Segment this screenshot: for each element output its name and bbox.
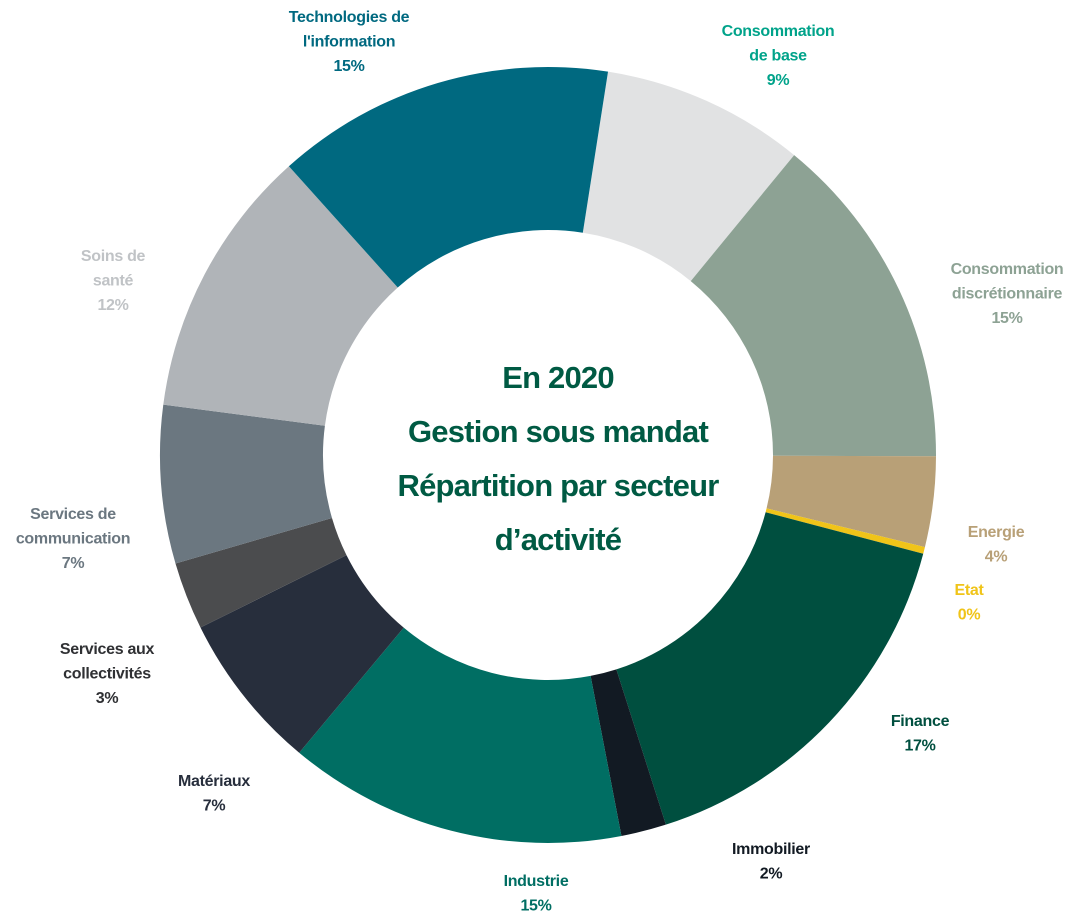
slice-label: Soins de <box>81 248 146 265</box>
chart-title: Répartition par secteur <box>398 468 720 503</box>
value-label: 7% <box>62 555 85 572</box>
slice-label: Industrie <box>504 873 569 890</box>
donut-slice <box>590 669 666 836</box>
value-label: 12% <box>97 297 128 314</box>
donut-slice <box>200 555 404 753</box>
donut-slice <box>690 155 937 457</box>
donut-slice <box>299 627 622 843</box>
slice-label: Immobilier <box>732 841 810 858</box>
donut-slice <box>288 66 609 288</box>
donut-slice <box>766 455 936 548</box>
slice-label: Etat <box>954 582 984 599</box>
slice-label: l'information <box>303 34 395 51</box>
donut-slice <box>765 508 925 554</box>
value-label: 0% <box>958 607 981 624</box>
donut-slice <box>163 166 398 426</box>
value-label: 17% <box>904 738 935 755</box>
value-label: 2% <box>760 866 783 883</box>
value-label: 15% <box>520 898 551 915</box>
slice-label: Services de <box>30 506 116 523</box>
value-label: 3% <box>96 690 119 707</box>
chart-title: d’activité <box>495 522 622 557</box>
slice-label: Consommation <box>951 261 1064 278</box>
slice-label: Energie <box>968 524 1025 541</box>
value-label: 7% <box>203 798 226 815</box>
slice-label: Finance <box>891 713 950 730</box>
donut-slice <box>616 512 924 825</box>
slice-label: discrétionnaire <box>952 286 1063 303</box>
slice-label: Services aux <box>60 641 155 658</box>
slice-label: collectivités <box>63 666 151 683</box>
value-label: 4% <box>985 549 1008 566</box>
slice-label: de base <box>749 48 807 65</box>
value-label: 15% <box>991 310 1022 327</box>
slice-label: santé <box>93 273 134 290</box>
slice-label: communication <box>16 531 130 548</box>
chart-title: En 2020 <box>502 360 614 395</box>
donut-slice <box>582 71 795 282</box>
slice-label: Technologies de <box>289 9 410 26</box>
value-label: 9% <box>767 72 790 89</box>
slice-label: Consommation <box>722 23 835 40</box>
slice-label: Matériaux <box>178 773 250 790</box>
donut-slice <box>175 517 347 628</box>
chart-title: Gestion sous mandat <box>408 414 708 449</box>
donut-slice <box>160 404 332 564</box>
value-label: 15% <box>333 58 364 75</box>
